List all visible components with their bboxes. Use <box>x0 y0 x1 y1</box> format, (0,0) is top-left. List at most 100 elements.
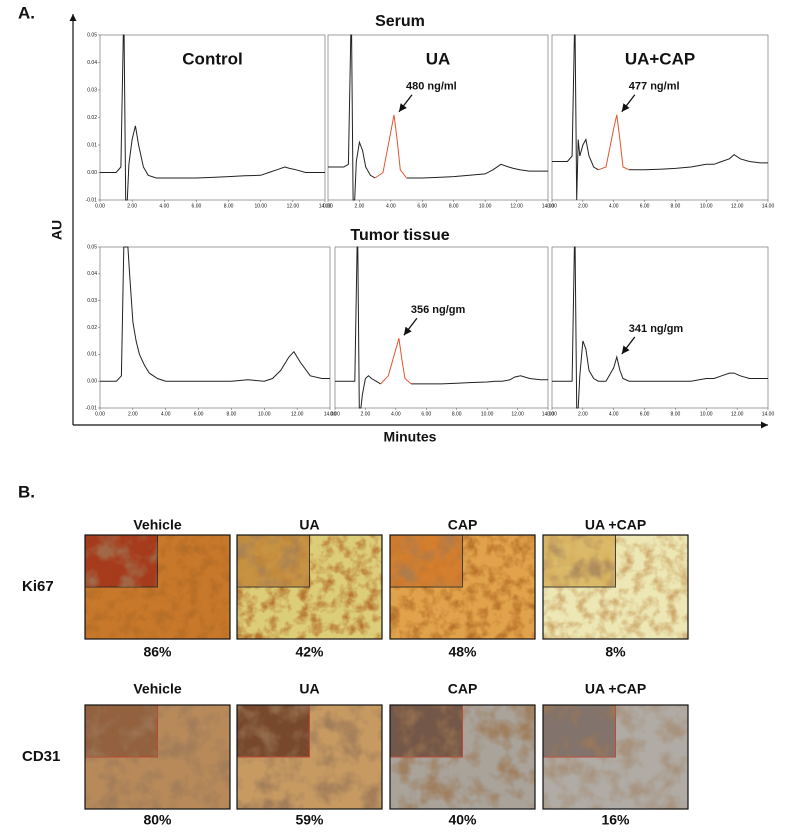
trace <box>374 114 407 179</box>
x-tick-label: 10.00 <box>258 411 271 417</box>
inset-texture <box>543 705 616 757</box>
x-tick-label: 4.00 <box>609 411 619 417</box>
x-tick-label: 14.00 <box>542 203 555 209</box>
inset-texture <box>237 705 310 757</box>
y-tick-label: 0.02 <box>87 325 97 331</box>
column-label: CAP <box>448 517 478 533</box>
x-tick-label: 14.00 <box>762 411 775 417</box>
annotation: 356 ng/gm <box>411 304 466 316</box>
x-tick-label: 6.00 <box>194 411 204 417</box>
inset-texture <box>237 535 310 587</box>
column-label: UA <box>299 681 319 697</box>
column-label: Vehicle <box>133 681 181 697</box>
percent-label: 42% <box>295 644 324 660</box>
percent-label: 8% <box>605 644 626 660</box>
y-tick-label: 0.02 <box>87 115 97 121</box>
x-tick-label: 6.00 <box>640 411 650 417</box>
column-label: UA +CAP <box>585 681 646 697</box>
micrograph-frame <box>542 704 689 810</box>
x-tick-label: 10.00 <box>700 203 713 209</box>
y-tick-label: 0.03 <box>87 87 97 93</box>
annotation-arrow <box>621 94 636 113</box>
x-tick-label: 14.00 <box>324 411 337 417</box>
inset-texture <box>85 705 158 757</box>
x-tick-label: 8.00 <box>452 411 462 417</box>
y-tick-label: 0.05 <box>87 32 97 38</box>
x-tick-label: 8.00 <box>449 203 459 209</box>
column-label: UA <box>299 517 319 533</box>
x-tick-label: 14.00 <box>762 203 775 209</box>
y-axis-label: AU <box>49 220 65 240</box>
trace <box>552 246 768 409</box>
micrograph-frame <box>236 704 383 810</box>
micrograph-frame <box>542 534 689 640</box>
trace <box>380 338 412 385</box>
inset-texture <box>390 705 463 757</box>
percent-label: 86% <box>143 644 172 660</box>
chart-title: UA <box>426 49 451 68</box>
y-tick-label: 0.03 <box>87 298 97 304</box>
x-tick-label: 12.00 <box>291 411 304 417</box>
panel-label: A. <box>18 3 35 22</box>
x-tick-label: 0.00 <box>547 203 557 209</box>
annotation: 341 ng/gm <box>629 323 684 335</box>
x-axis-label: Minutes <box>384 429 437 445</box>
y-tick-label: -0.01 <box>86 197 98 203</box>
x-tick-label: 8.00 <box>227 411 237 417</box>
y-tick-label: -0.01 <box>86 405 98 411</box>
micrograph-frame <box>84 704 231 810</box>
trace <box>552 34 768 201</box>
annotation-arrow <box>398 94 413 113</box>
annotation-arrow <box>403 317 418 336</box>
percent-label: 80% <box>143 812 172 828</box>
y-tick-label: 0.01 <box>87 352 97 358</box>
x-tick-label: 12.00 <box>510 203 523 209</box>
inset-texture <box>390 535 463 587</box>
x-tick-label: 6.00 <box>417 203 427 209</box>
x-tick-label: 8.00 <box>224 203 234 209</box>
row-label: CD31 <box>22 748 60 765</box>
micrograph-frame <box>236 534 383 640</box>
plot-frame <box>334 246 549 409</box>
row-label: Ki67 <box>22 578 54 595</box>
panel-label: B. <box>18 482 35 501</box>
trace <box>100 246 330 382</box>
x-tick-label: 14.00 <box>542 411 555 417</box>
plot-frame <box>99 246 331 409</box>
x-tick-label: 2.00 <box>578 411 588 417</box>
trace <box>335 246 548 409</box>
x-tick-label: 0.00 <box>323 203 333 209</box>
column-label: CAP <box>448 681 478 697</box>
micrograph-frame <box>389 704 536 810</box>
chart-title: Control <box>182 49 242 68</box>
x-tick-label: 10.00 <box>254 203 267 209</box>
row-title: Tumor tissue <box>350 227 449 244</box>
x-tick-label: 6.00 <box>640 203 650 209</box>
annotation-arrow <box>621 336 636 355</box>
column-label: UA +CAP <box>585 517 646 533</box>
x-tick-label: 0.00 <box>547 411 557 417</box>
annotation: 480 ng/ml <box>406 81 457 93</box>
y-tick-label: 0.00 <box>87 378 97 384</box>
x-tick-label: 12.00 <box>287 203 300 209</box>
x-tick-label: 12.00 <box>511 411 524 417</box>
x-tick-label: 2.00 <box>578 203 588 209</box>
annotation: 477 ng/ml <box>629 81 680 93</box>
x-tick-label: 8.00 <box>671 411 681 417</box>
x-tick-label: 6.00 <box>192 203 202 209</box>
percent-label: 16% <box>601 812 630 828</box>
y-tick-label: 0.04 <box>87 271 97 277</box>
y-tick-label: 0.04 <box>87 60 97 66</box>
x-tick-label: 0.00 <box>95 411 105 417</box>
micrograph-frame <box>84 534 231 640</box>
y-tick-label: 0.01 <box>87 142 97 148</box>
x-tick-label: 8.00 <box>671 203 681 209</box>
percent-label: 48% <box>448 644 477 660</box>
micrograph-frame <box>389 534 536 640</box>
inset-texture <box>543 535 616 587</box>
x-tick-label: 4.00 <box>391 411 401 417</box>
x-tick-label: 0.00 <box>95 203 105 209</box>
x-tick-label: 10.00 <box>479 203 492 209</box>
x-tick-label: 4.00 <box>386 203 396 209</box>
